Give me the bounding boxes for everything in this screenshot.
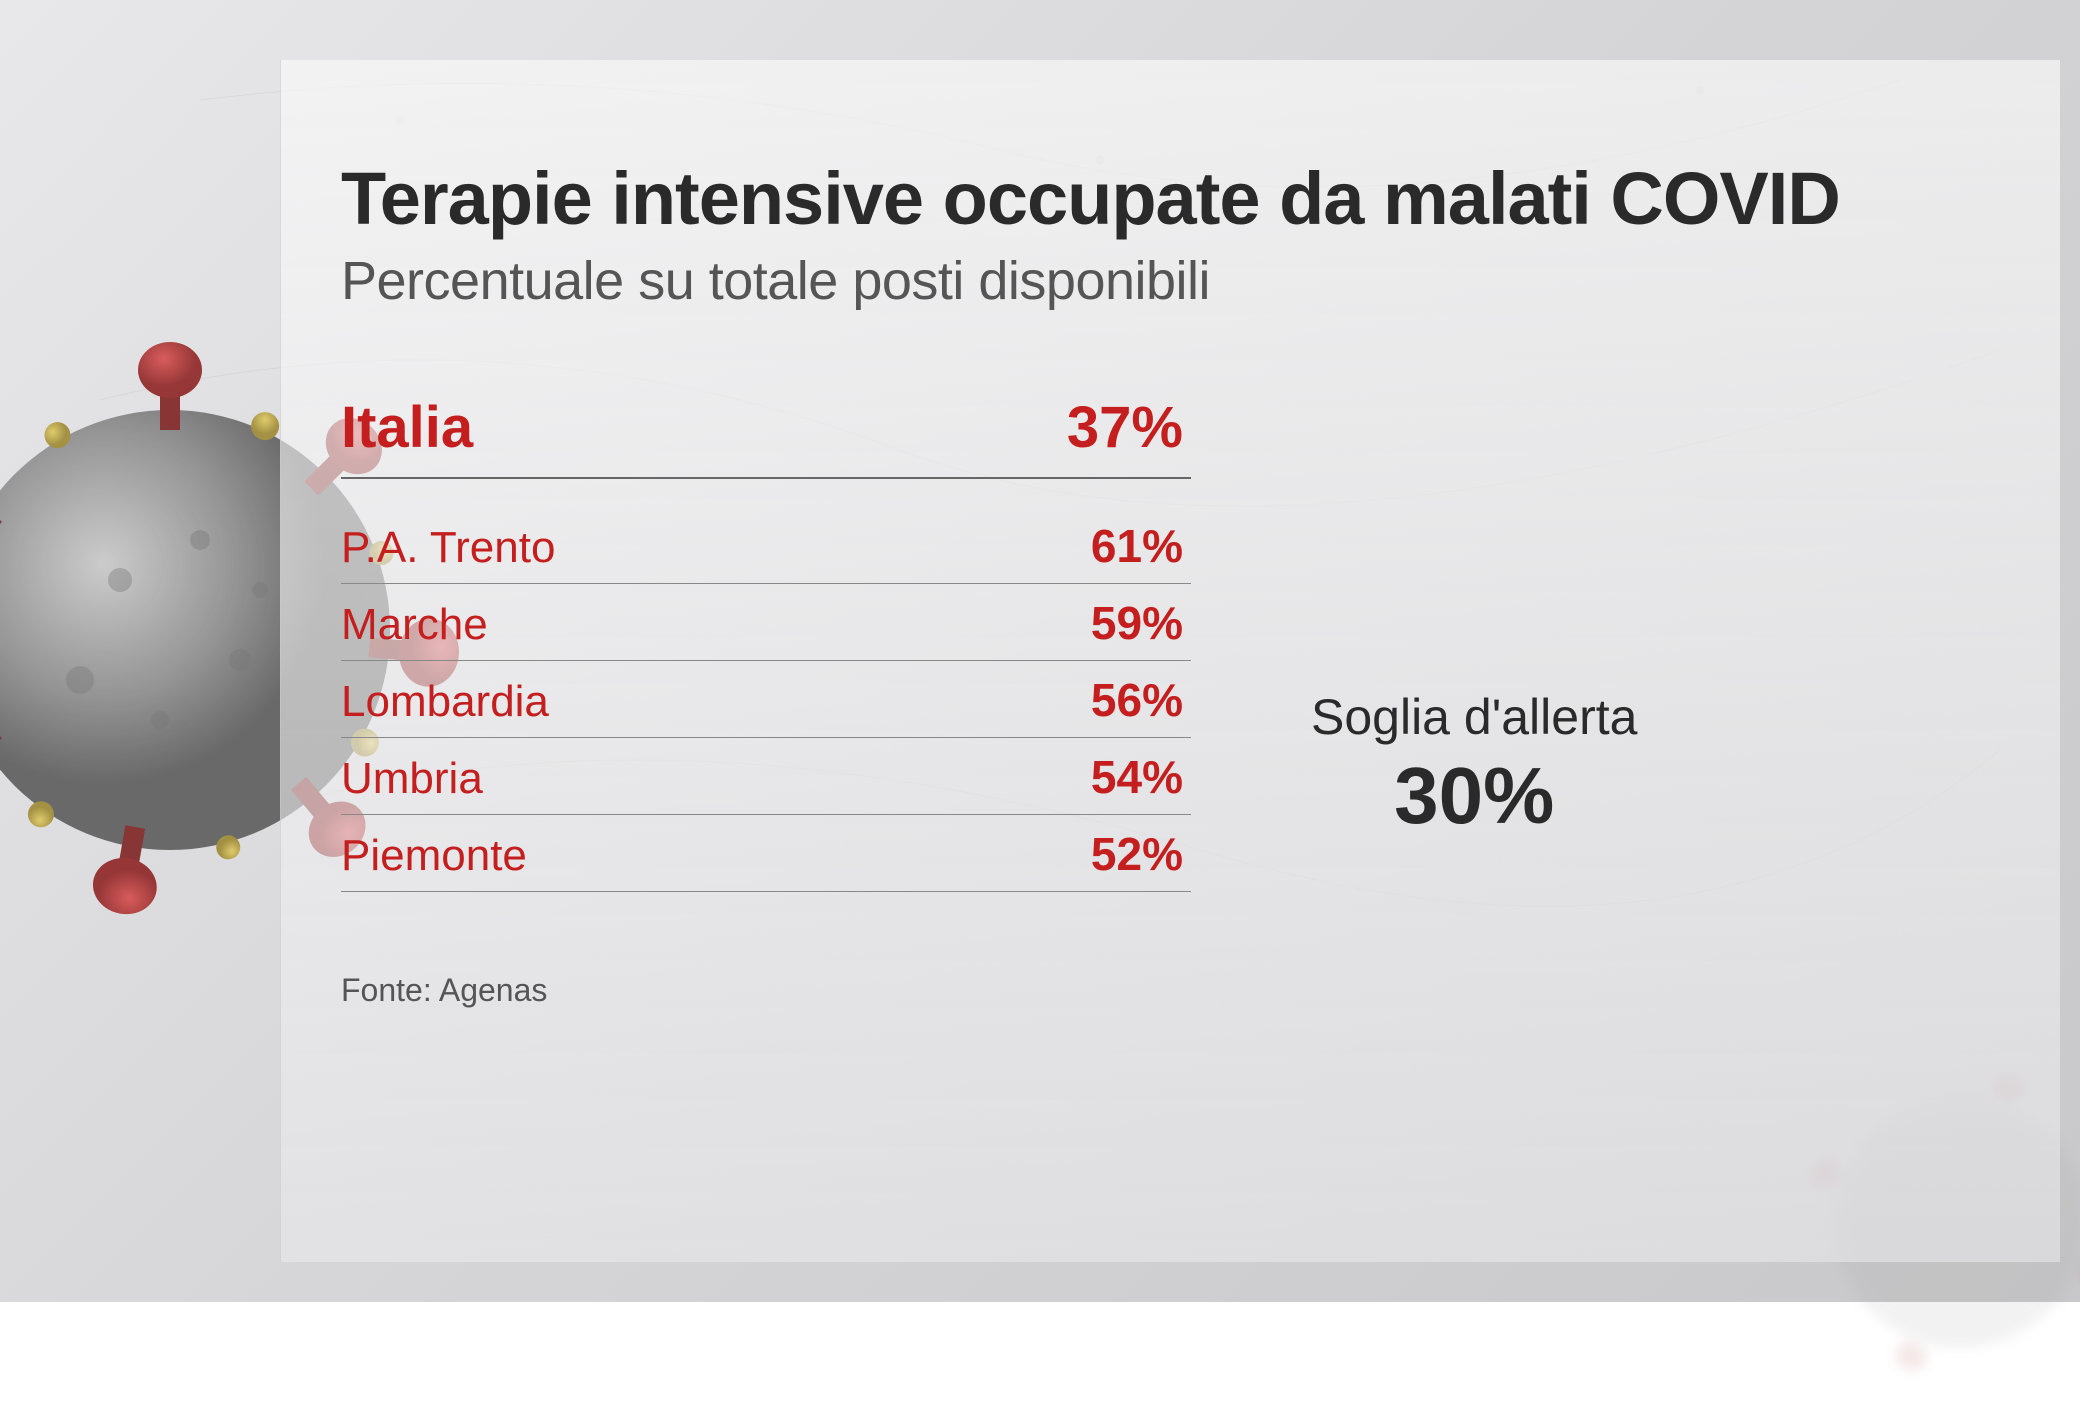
- threshold-callout: Soglia d'allerta 30%: [1311, 548, 1637, 842]
- content-panel: Terapie intensive occupate da malati COV…: [280, 60, 2060, 1262]
- region-value: 56%: [1091, 673, 1183, 727]
- region-value-main: 37%: [1067, 394, 1183, 461]
- region-name: Piemonte: [341, 831, 527, 881]
- threshold-value: 30%: [1311, 750, 1637, 842]
- region-name: Marche: [341, 600, 488, 650]
- subtitle: Percentuale su totale posti disponibili: [341, 250, 1980, 312]
- region-name: P.A. Trento: [341, 523, 555, 573]
- region-value: 52%: [1091, 827, 1183, 881]
- table-row: Umbria 54%: [341, 738, 1191, 815]
- threshold-label: Soglia d'allerta: [1311, 688, 1637, 746]
- region-name: Lombardia: [341, 677, 549, 727]
- main-layout: Italia 37% P.A. Trento 61% Marche 59% Lo…: [341, 382, 1980, 1009]
- region-value: 54%: [1091, 750, 1183, 804]
- source-attribution: Fonte: Agenas: [341, 972, 1191, 1009]
- region-name-main: Italia: [341, 394, 473, 461]
- table-row: Marche 59%: [341, 584, 1191, 661]
- region-value: 61%: [1091, 519, 1183, 573]
- region-value: 59%: [1091, 596, 1183, 650]
- table-row: Lombardia 56%: [341, 661, 1191, 738]
- region-name: Umbria: [341, 754, 483, 804]
- main-row-italia: Italia 37%: [341, 382, 1191, 479]
- data-table: Italia 37% P.A. Trento 61% Marche 59% Lo…: [341, 382, 1191, 1009]
- table-row: P.A. Trento 61%: [341, 507, 1191, 584]
- table-row: Piemonte 52%: [341, 815, 1191, 892]
- main-title: Terapie intensive occupate da malati COV…: [341, 160, 1980, 238]
